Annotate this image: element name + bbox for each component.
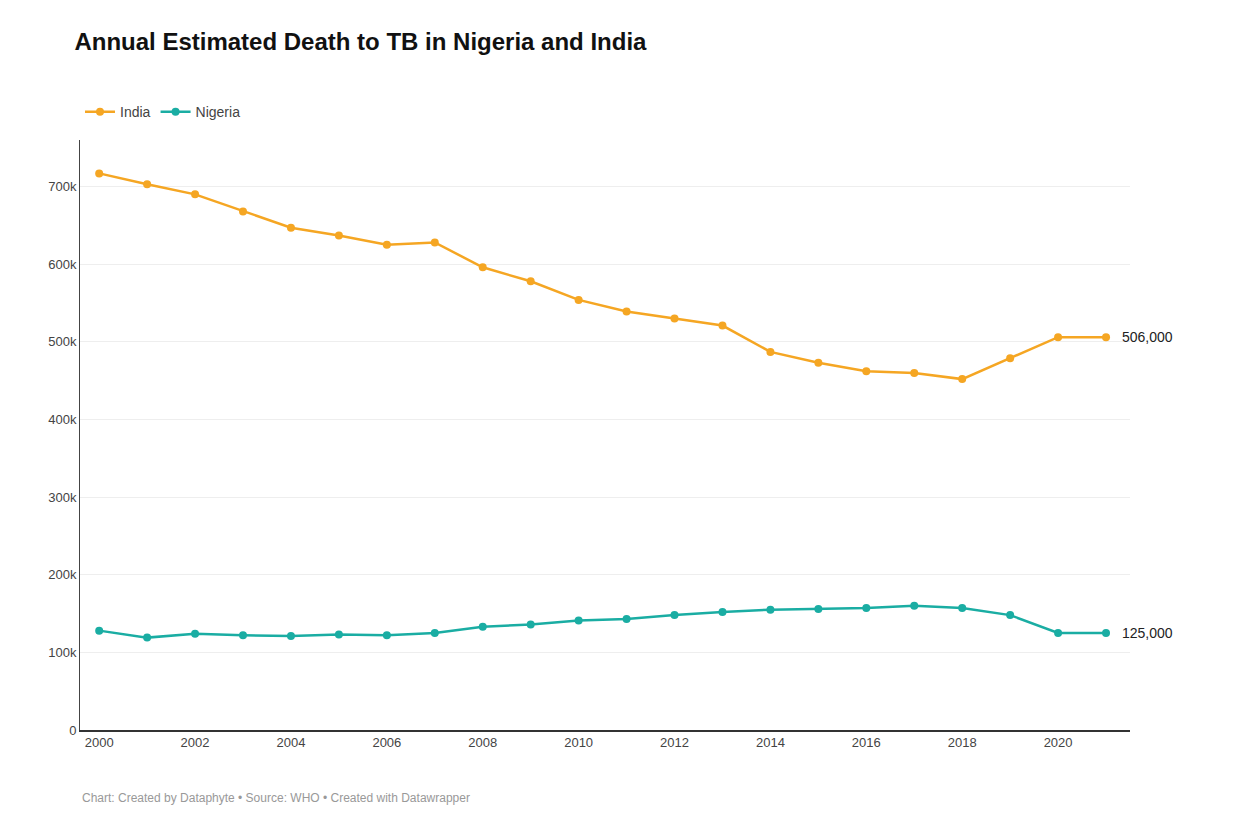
svg-text:2004: 2004: [276, 735, 305, 750]
svg-text:200k: 200k: [48, 567, 77, 582]
svg-text:2008: 2008: [468, 735, 497, 750]
svg-text:Nigeria: Nigeria: [196, 104, 241, 120]
svg-text:2000: 2000: [85, 735, 114, 750]
svg-text:India: India: [120, 104, 151, 120]
svg-text:2014: 2014: [756, 735, 785, 750]
svg-text:2002: 2002: [181, 735, 210, 750]
svg-text:400k: 400k: [48, 412, 77, 427]
svg-text:2020: 2020: [1044, 735, 1073, 750]
svg-text:600k: 600k: [48, 257, 77, 272]
svg-text:500k: 500k: [48, 334, 77, 349]
svg-text:2010: 2010: [564, 735, 593, 750]
svg-text:2016: 2016: [852, 735, 881, 750]
svg-text:Chart: Created by Dataphyte •: Chart: Created by Dataphyte • Source: WH…: [82, 791, 470, 805]
svg-text:0: 0: [69, 723, 76, 738]
svg-text:Annual Estimated Death to TB i: Annual Estimated Death to TB in Nigeria …: [74, 28, 647, 55]
svg-text:125,000: 125,000: [1122, 625, 1173, 641]
svg-text:100k: 100k: [48, 645, 77, 660]
svg-text:506,000: 506,000: [1122, 329, 1173, 345]
svg-text:2006: 2006: [372, 735, 401, 750]
svg-text:700k: 700k: [48, 179, 77, 194]
svg-text:2012: 2012: [660, 735, 689, 750]
svg-text:2018: 2018: [948, 735, 977, 750]
svg-text:300k: 300k: [48, 490, 77, 505]
